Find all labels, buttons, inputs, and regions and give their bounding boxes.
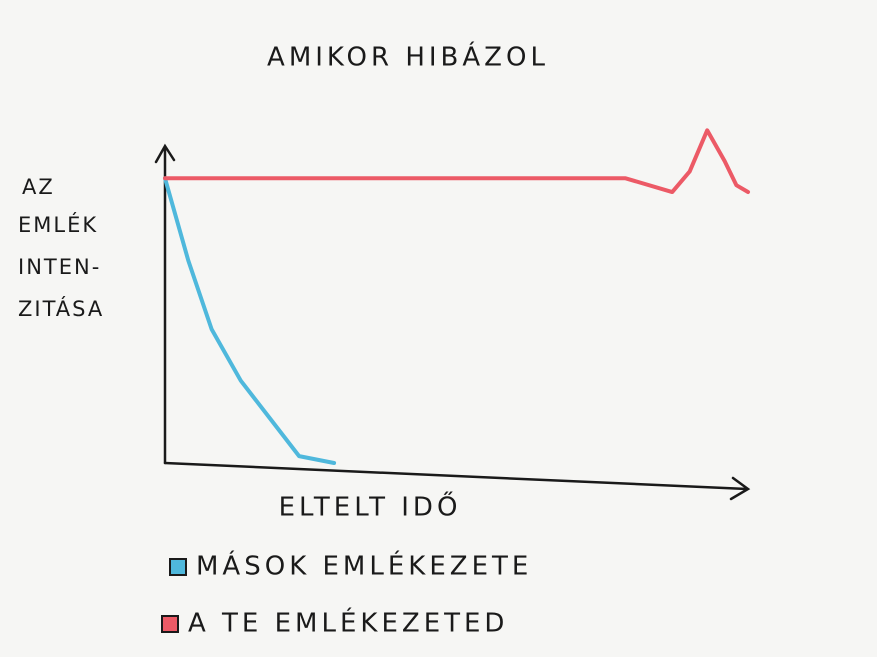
y-axis-label: EMLÉK	[18, 212, 98, 237]
y-axis	[154, 143, 176, 465]
y-axis-label: INTEN-	[18, 255, 101, 279]
x-axis	[163, 461, 751, 501]
x-axis-label: ELTELT IDŐ	[279, 491, 462, 523]
series-line	[163, 176, 337, 465]
y-axis-label: ZITÁSA	[18, 296, 104, 321]
legend-swatch	[169, 558, 187, 576]
chart-title: AMIKOR HIBÁZOL	[267, 41, 549, 73]
y-axis-label: AZ	[22, 175, 55, 199]
axes	[154, 143, 751, 501]
series-line	[163, 128, 750, 195]
legend-swatch	[161, 615, 179, 633]
legend-label: MÁSOK EMLÉKEZETE	[196, 550, 532, 582]
legend-label: A TE EMLÉKEZETED	[188, 607, 508, 639]
